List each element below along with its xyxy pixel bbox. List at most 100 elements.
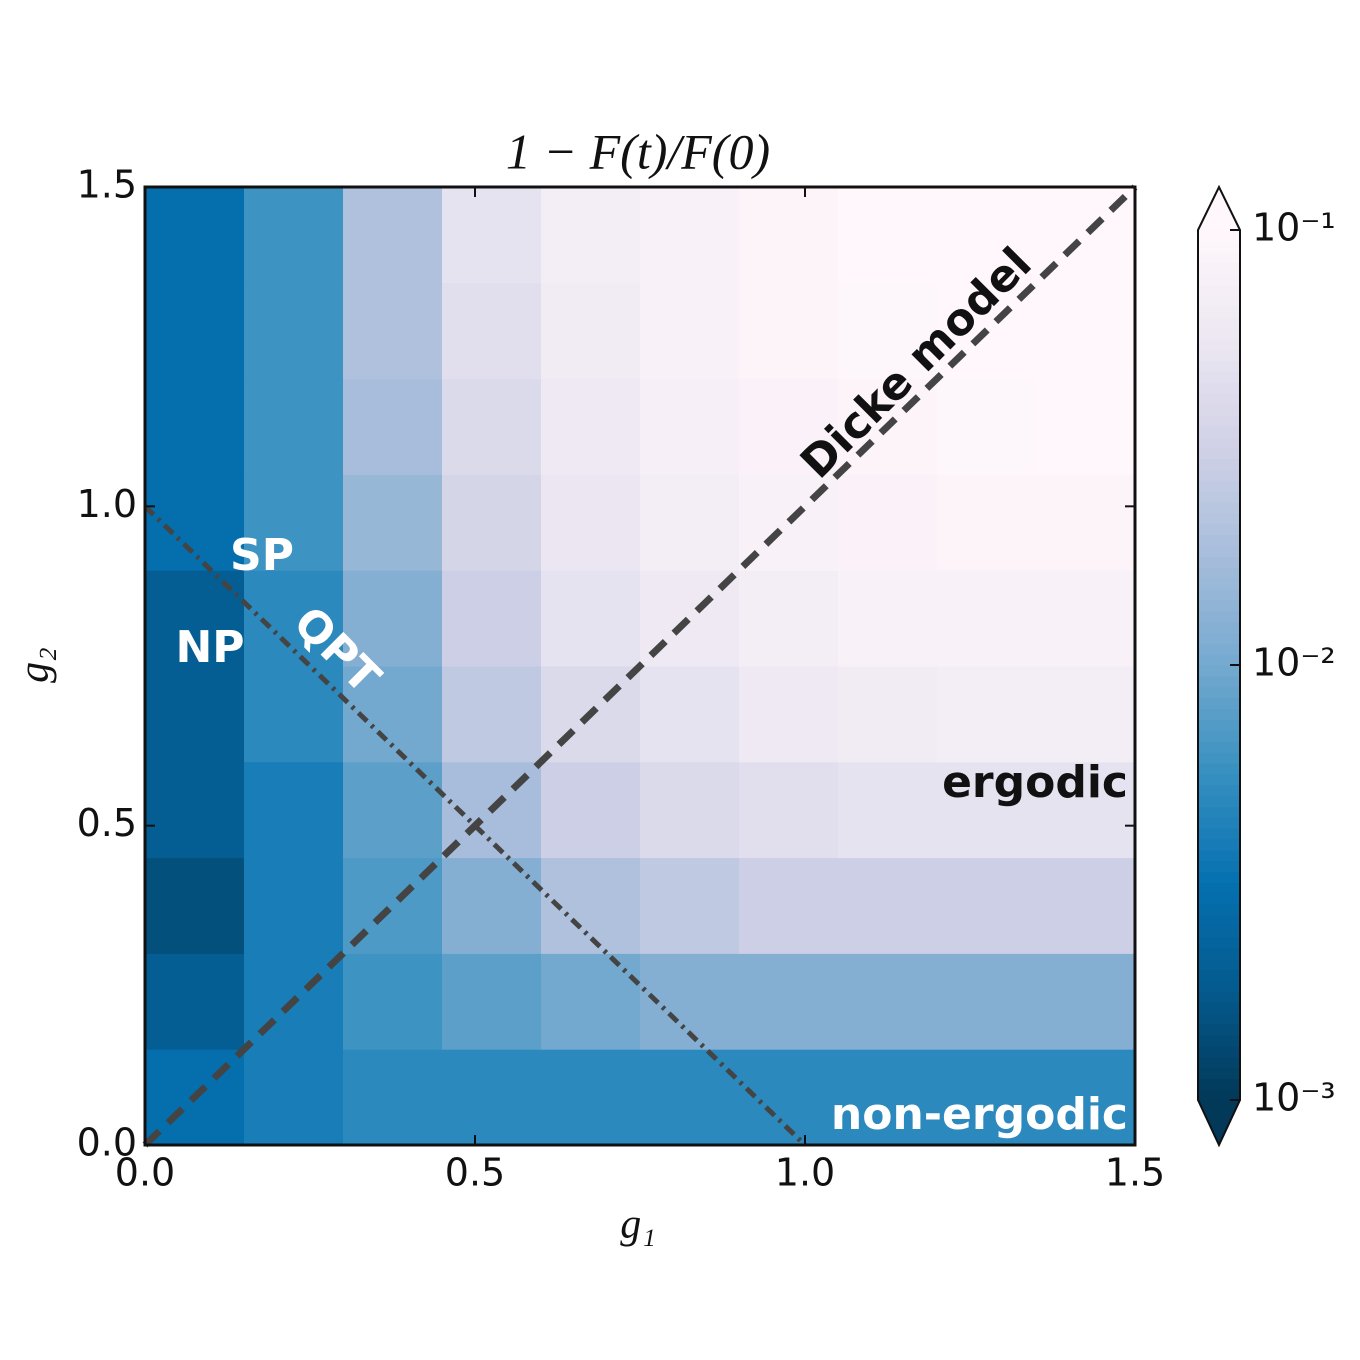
colorbar-strip — [1198, 588, 1240, 601]
heatmap-cell — [739, 761, 839, 859]
heatmap-cell — [343, 378, 443, 475]
colorbar-strip — [1198, 567, 1240, 579]
colorbar-strip — [1198, 697, 1240, 710]
y-axis-label: g₂ — [12, 647, 58, 683]
colorbar-strip — [1198, 512, 1240, 525]
colorbar-strip — [1198, 240, 1240, 253]
heatmap-cell — [1036, 282, 1136, 380]
colorbar-strip — [1198, 849, 1240, 862]
heatmap-cell — [739, 187, 839, 284]
heatmap-cell — [145, 378, 245, 475]
colorbar-strip — [1198, 708, 1240, 720]
colorbar-strip — [1198, 762, 1240, 775]
heatmap-cell — [442, 953, 542, 1050]
heatmap-cell — [838, 282, 938, 380]
heatmap-cell — [145, 857, 245, 954]
heatmap-cell — [442, 570, 542, 667]
heatmap-cell — [739, 570, 839, 667]
colorbar-strip — [1198, 436, 1240, 449]
y-tick-label: 1.5 — [77, 163, 137, 207]
annotation: NP — [175, 622, 244, 673]
colorbar-extend — [1198, 1100, 1240, 1145]
heatmap-cell — [838, 666, 938, 763]
heatmap-cell — [739, 378, 839, 475]
heatmap-cell — [541, 282, 641, 380]
colorbar-strip — [1198, 926, 1240, 938]
annotation: non-ergodic — [831, 1089, 1128, 1140]
heatmap-cell — [541, 953, 641, 1050]
chart-title: 1 − F(t)/F(0) — [506, 123, 770, 179]
guide-line — [143, 504, 807, 1147]
colorbar-strip — [1198, 273, 1240, 285]
colorbar-strip — [1198, 632, 1240, 644]
colorbar-strip — [1198, 1013, 1240, 1025]
colorbar-strip — [1198, 349, 1240, 362]
heatmap-cell — [838, 187, 938, 284]
colorbar-strip — [1198, 545, 1240, 557]
colorbar-strip — [1198, 501, 1240, 514]
heatmap-cell — [244, 666, 344, 763]
x-tick-label: 1.5 — [1105, 1151, 1165, 1195]
colorbar-strip — [1198, 393, 1240, 405]
heatmap-cell — [244, 1049, 344, 1146]
colorbar-strip — [1198, 404, 1240, 416]
y-tick-label: 1.0 — [77, 482, 137, 526]
colorbar-strip — [1198, 621, 1240, 633]
heatmap-cell — [1036, 761, 1136, 859]
colorbar-strip — [1198, 317, 1240, 329]
heatmap-cell — [244, 378, 344, 475]
heatmap-cell — [1036, 857, 1136, 954]
colorbar-strip — [1198, 556, 1240, 568]
heatmap-cell — [244, 474, 344, 571]
heatmap-cell — [937, 761, 1037, 859]
heatmap-cell — [442, 282, 542, 380]
colorbar-strip — [1198, 958, 1240, 971]
heatmap-cell — [640, 1049, 740, 1146]
colorbar-strip — [1198, 839, 1240, 851]
colorbar-strip — [1198, 610, 1240, 623]
heatmap-cell — [244, 857, 344, 954]
heatmap-cell — [838, 1049, 938, 1146]
heatmap-cell — [838, 761, 938, 859]
colorbar-tick-label: 10⁻¹ — [1252, 206, 1336, 250]
heatmap-cell — [343, 1049, 443, 1146]
heatmap-cell — [343, 570, 443, 667]
colorbar-strip — [1198, 295, 1240, 307]
colorbar-strip — [1198, 686, 1240, 699]
heatmap-cell — [739, 953, 839, 1050]
colorbar-strip — [1198, 458, 1240, 470]
colorbar-strip — [1198, 327, 1240, 340]
colorbar-strip — [1198, 730, 1240, 742]
colorbar-strip — [1198, 230, 1240, 242]
colorbar-strip — [1198, 251, 1240, 264]
colorbar-strip — [1198, 947, 1240, 960]
heatmap-cell — [442, 378, 542, 475]
heatmap-cell — [1036, 378, 1136, 475]
annotation: SP — [230, 530, 294, 581]
colorbar-strip — [1198, 871, 1240, 884]
colorbar-strip — [1198, 784, 1240, 797]
heatmap-cell — [541, 570, 641, 667]
heatmap-cell — [937, 666, 1037, 763]
colorbar-strip — [1198, 752, 1240, 764]
colorbar-strip — [1198, 469, 1240, 481]
heatmap-cell — [640, 378, 740, 475]
colorbar-strip — [1198, 817, 1240, 829]
heatmap-cell — [640, 857, 740, 954]
colorbar: 10⁻³ 10⁻² 10⁻¹ — [1197, 184, 1336, 1148]
colorbar-extend — [1198, 187, 1240, 230]
colorbar-strip — [1198, 480, 1240, 492]
colorbar-tick-label: 10⁻³ — [1252, 1076, 1336, 1120]
colorbar-strip — [1198, 936, 1240, 949]
heatmap-cell — [145, 474, 245, 571]
colorbar-strip — [1198, 1056, 1240, 1068]
heatmap-cell — [244, 761, 344, 859]
colorbar-strip — [1198, 665, 1240, 677]
colorbar-strip — [1198, 523, 1240, 536]
colorbar-strip — [1198, 795, 1240, 807]
heatmap-cell — [838, 570, 938, 667]
heatmap-cell — [739, 666, 839, 763]
heatmap-cell — [739, 282, 839, 380]
heatmap-cell — [640, 282, 740, 380]
heatmap-cell — [145, 761, 245, 859]
